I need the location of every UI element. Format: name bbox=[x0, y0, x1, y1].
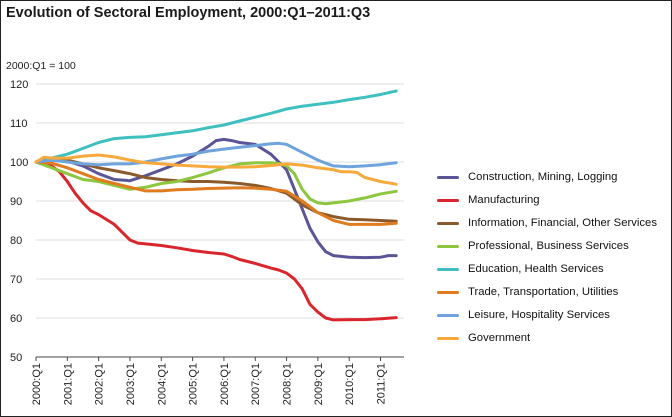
y-tick-label: 60 bbox=[10, 313, 22, 325]
legend-swatch bbox=[437, 268, 459, 271]
series-line-1 bbox=[34, 137, 398, 260]
legend-label: Construction, Mining, Logging bbox=[468, 171, 618, 183]
y-tick-label: 70 bbox=[10, 274, 22, 286]
legend-swatch bbox=[437, 314, 459, 317]
series-line-2 bbox=[34, 160, 398, 322]
y-unit-label: 2000:Q1 = 100 bbox=[6, 60, 76, 72]
x-tick-label: 2009:Q1 bbox=[313, 363, 325, 405]
legend-swatch bbox=[437, 337, 459, 340]
y-tick-label: 90 bbox=[10, 196, 22, 208]
legend-label: Trade, Transportation, Utilities bbox=[468, 286, 619, 298]
x-tick-label: 2002:Q1 bbox=[94, 363, 106, 405]
y-tick-label: 120 bbox=[10, 79, 28, 91]
legend-label: Government bbox=[468, 332, 531, 344]
y-tick-label: 50 bbox=[10, 352, 22, 364]
x-tick-label: 2007:Q1 bbox=[250, 363, 262, 405]
legend-label: Leisure, Hospitality Services bbox=[468, 309, 610, 321]
x-tick-label: 2011:Q1 bbox=[376, 363, 388, 404]
x-tick-label: 2000:Q1 bbox=[31, 363, 43, 405]
x-tick-label: 2003:Q1 bbox=[125, 363, 137, 405]
x-tick-label: 2008:Q1 bbox=[282, 363, 294, 405]
y-tick-label: 100 bbox=[10, 157, 28, 169]
x-tick-label: 2005:Q1 bbox=[188, 363, 200, 405]
series-line-5 bbox=[34, 89, 398, 164]
legend-label: Information, Financial, Other Services bbox=[468, 217, 657, 229]
series-line-8 bbox=[34, 153, 398, 186]
series-line-4 bbox=[34, 160, 398, 206]
legend-swatch bbox=[437, 199, 459, 202]
legend-swatch bbox=[437, 291, 459, 294]
series-line-3 bbox=[34, 157, 398, 223]
legend-swatch bbox=[437, 245, 459, 248]
chart-title: Evolution of Sectoral Employment, 2000:Q… bbox=[6, 5, 371, 21]
series-line-6 bbox=[34, 160, 398, 226]
x-tick-label: 2001:Q1 bbox=[62, 363, 74, 405]
legend-swatch bbox=[437, 222, 459, 225]
legend-label: Manufacturing bbox=[468, 194, 540, 206]
legend-label: Education, Health Services bbox=[468, 263, 604, 275]
legend-swatch bbox=[437, 176, 459, 179]
series-line-7 bbox=[34, 141, 398, 169]
x-tick-label: 2004:Q1 bbox=[156, 363, 168, 405]
y-tick-label: 80 bbox=[10, 235, 22, 247]
x-tick-label: 2006:Q1 bbox=[219, 363, 231, 405]
legend-label: Professional, Business Services bbox=[468, 240, 629, 252]
y-tick-label: 110 bbox=[10, 118, 28, 130]
x-tick-label: 2010:Q1 bbox=[344, 363, 356, 405]
